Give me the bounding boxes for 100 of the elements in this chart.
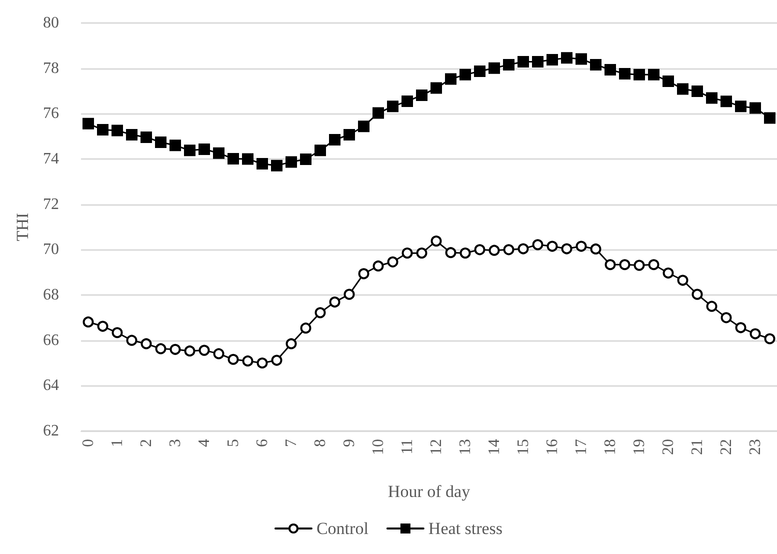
point (634, 68, 645, 80)
point (228, 354, 239, 365)
point (561, 52, 572, 64)
x-tick-label: 20 (660, 439, 677, 455)
x-tick-label: 16 (544, 439, 561, 455)
x-tick-label: 13 (456, 439, 474, 455)
point (532, 56, 544, 68)
point (329, 296, 340, 308)
point (256, 158, 268, 170)
point (402, 248, 413, 259)
point (314, 144, 326, 156)
point (460, 68, 471, 80)
point (184, 144, 196, 156)
point (750, 102, 761, 114)
x-tick-label: 5 (224, 439, 242, 447)
point (648, 68, 660, 80)
y-axis-title: THI (13, 212, 32, 242)
point (430, 236, 442, 247)
x-tick-label: 4 (196, 439, 213, 447)
point (286, 156, 297, 168)
point (460, 248, 471, 259)
y-tick-label: 68 (43, 286, 59, 304)
point (170, 344, 181, 355)
point (619, 68, 630, 80)
point (518, 56, 529, 68)
point (604, 259, 616, 270)
y-tick-label: 78 (43, 60, 59, 77)
point (228, 153, 239, 165)
point (474, 66, 486, 78)
point (735, 100, 746, 112)
x-tick-label: 9 (340, 439, 358, 447)
x-tick-label: 11 (398, 439, 416, 454)
point (271, 354, 282, 366)
point (706, 92, 718, 104)
point (590, 243, 602, 254)
point (445, 73, 456, 85)
point (213, 348, 224, 360)
x-tick-label: 12 (428, 439, 445, 455)
point (372, 260, 384, 272)
point (576, 53, 587, 65)
legend-label: Heat stress (428, 519, 503, 538)
x-tick-label: 6 (254, 439, 271, 447)
point (387, 100, 398, 112)
point (140, 338, 152, 350)
y-tick-label: 72 (43, 196, 59, 213)
point (358, 268, 370, 280)
point (720, 312, 732, 324)
point (634, 260, 645, 271)
point (198, 144, 210, 156)
point (546, 54, 558, 66)
point (140, 131, 152, 143)
point (387, 256, 398, 268)
point (720, 96, 732, 108)
point (546, 240, 558, 252)
point (155, 136, 166, 148)
point (445, 247, 456, 258)
point (764, 333, 776, 344)
point (604, 64, 616, 76)
point (344, 288, 355, 300)
point (561, 243, 572, 254)
point (503, 58, 514, 70)
point (112, 124, 123, 136)
point (286, 338, 297, 350)
point (402, 95, 413, 107)
point (126, 334, 138, 346)
point (358, 120, 370, 132)
x-tick-label: 15 (514, 439, 532, 455)
x-tick-label: 22 (718, 439, 735, 455)
x-tick-label: 10 (370, 439, 387, 455)
x-tick-label: 0 (80, 439, 97, 447)
point (416, 248, 428, 259)
point (372, 107, 384, 119)
x-tick-label: 17 (572, 439, 590, 455)
point (300, 153, 312, 165)
point (256, 358, 268, 368)
x-tick-label: 2 (138, 439, 155, 447)
point (300, 322, 312, 334)
x-tick-label: 23 (746, 439, 764, 455)
x-tick-label: 14 (486, 439, 503, 455)
point (170, 140, 181, 152)
point (735, 322, 746, 334)
y-tick-label: 80 (43, 14, 59, 32)
x-tick-label: 7 (282, 439, 300, 447)
point (764, 112, 776, 124)
point (314, 307, 326, 318)
point (271, 160, 282, 172)
point (692, 288, 703, 300)
point (503, 244, 514, 256)
point (677, 83, 688, 95)
point (97, 320, 108, 332)
point (518, 243, 529, 254)
point (82, 316, 94, 328)
y-tick-label: 70 (43, 241, 59, 258)
point (97, 124, 108, 136)
point (242, 355, 254, 366)
x-axis-title: Hour of day (388, 482, 471, 501)
x-tick-label: 8 (312, 439, 329, 447)
point (82, 118, 94, 130)
x-tick-label: 21 (688, 439, 706, 455)
x-tick-label: 3 (166, 439, 184, 447)
